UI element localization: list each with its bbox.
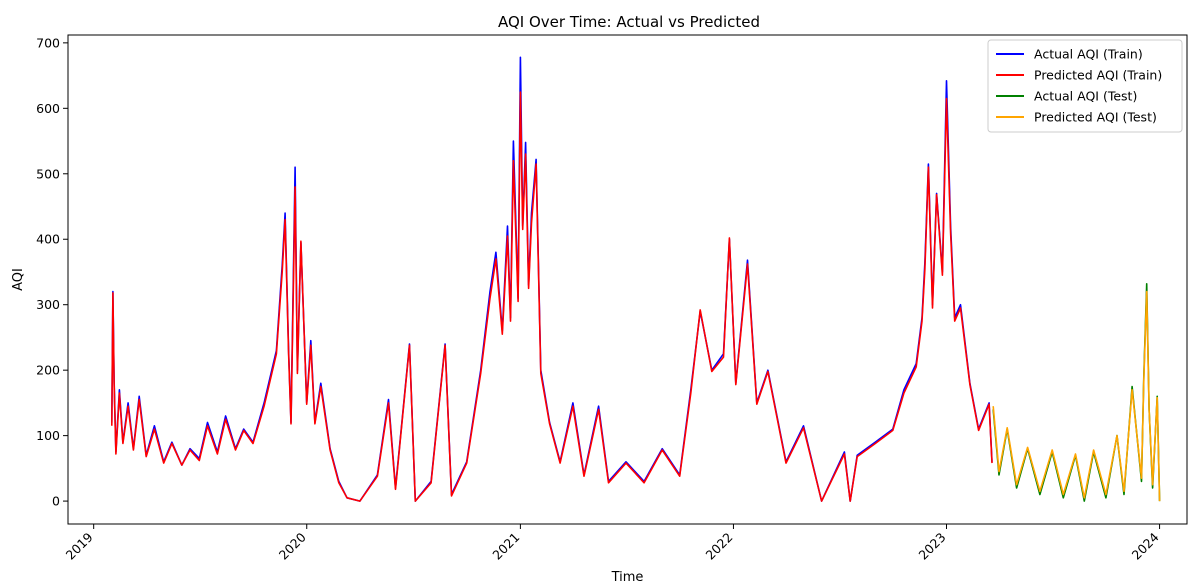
legend: Actual AQI (Train) Predicted AQI (Train) A…	[987, 39, 1183, 133]
y-axis: 0 100 200 300 400 500 600 700	[36, 35, 68, 509]
x-tick-label: 2022	[702, 530, 735, 563]
y-tick-label: 100	[36, 428, 60, 443]
y-tick-label: 400	[36, 232, 60, 247]
legend-label: Predicted AQI (Train)	[1034, 68, 1162, 83]
plot-area	[67, 34, 1188, 525]
chart-title: AQI Over Time: Actual vs Predicted	[498, 13, 760, 31]
x-axis-label: Time	[611, 570, 644, 585]
series-line-4	[992, 290, 1161, 502]
x-tick-label: 2019	[63, 529, 96, 562]
series-layer	[111, 56, 1161, 502]
x-tick-label: 2021	[489, 530, 522, 563]
legend-label: Actual AQI (Test)	[1034, 89, 1137, 104]
y-tick-label: 600	[36, 101, 60, 116]
y-axis-label: AQI	[11, 268, 26, 291]
y-tick-label: 700	[36, 35, 60, 50]
y-tick-label: 500	[36, 166, 60, 181]
y-tick-label: 200	[36, 363, 60, 378]
series-line-2	[111, 91, 993, 502]
y-tick-label: 300	[36, 297, 60, 312]
x-tick-label: 2020	[276, 529, 309, 562]
legend-label: Predicted AQI (Test)	[1034, 110, 1157, 125]
x-axis: 2019 2020 2021 2022 2023 2024	[63, 524, 1162, 563]
legend-box	[987, 39, 1183, 133]
series-line-3	[992, 283, 1161, 502]
legend-label: Actual AQI (Train)	[1034, 47, 1143, 62]
x-tick-label: 2024	[1129, 529, 1162, 562]
y-tick-label: 0	[52, 494, 60, 509]
x-tick-label: 2023	[916, 530, 949, 563]
